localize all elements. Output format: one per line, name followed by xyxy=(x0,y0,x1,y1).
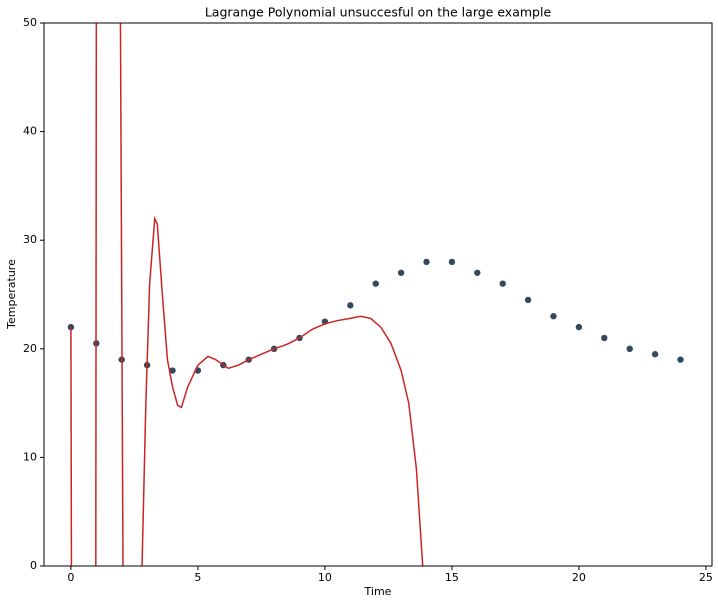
data-point xyxy=(677,356,684,363)
x-tick-label: 25 xyxy=(699,571,713,584)
marks xyxy=(67,23,684,566)
chart-title: Lagrange Polynomial unsuccesful on the l… xyxy=(205,5,552,20)
data-point xyxy=(397,269,405,276)
y-tick-label: 30 xyxy=(23,233,37,246)
y-axis-label: Temperature xyxy=(5,259,18,330)
y-tick-label: 20 xyxy=(23,342,37,355)
data-point xyxy=(499,280,506,287)
data-point xyxy=(423,258,430,266)
x-tick-label: 10 xyxy=(318,571,332,584)
data-point xyxy=(524,296,532,304)
data-point xyxy=(601,334,608,342)
x-axis-label: Time xyxy=(364,585,392,598)
data-point xyxy=(626,345,633,352)
data-point xyxy=(347,302,354,309)
y-tick-label: 0 xyxy=(30,559,37,572)
plot-frame xyxy=(43,22,713,567)
data-point xyxy=(651,351,659,358)
y-tick-label: 50 xyxy=(23,16,37,29)
data-point xyxy=(67,323,75,331)
x-tick-label: 15 xyxy=(445,571,459,584)
data-point xyxy=(372,280,379,287)
y-tick-label: 40 xyxy=(23,125,37,138)
data-point xyxy=(550,313,557,320)
polynomial-line xyxy=(70,23,424,566)
x-tick-label: 20 xyxy=(572,571,586,584)
data-point xyxy=(575,323,583,331)
x-tick-label: 0 xyxy=(67,571,74,584)
data-point xyxy=(474,269,481,276)
data-point xyxy=(448,258,456,266)
plot-area xyxy=(44,23,712,566)
data-point xyxy=(169,367,176,374)
x-tick-label: 5 xyxy=(194,571,201,584)
y-tick-label: 10 xyxy=(23,450,37,463)
